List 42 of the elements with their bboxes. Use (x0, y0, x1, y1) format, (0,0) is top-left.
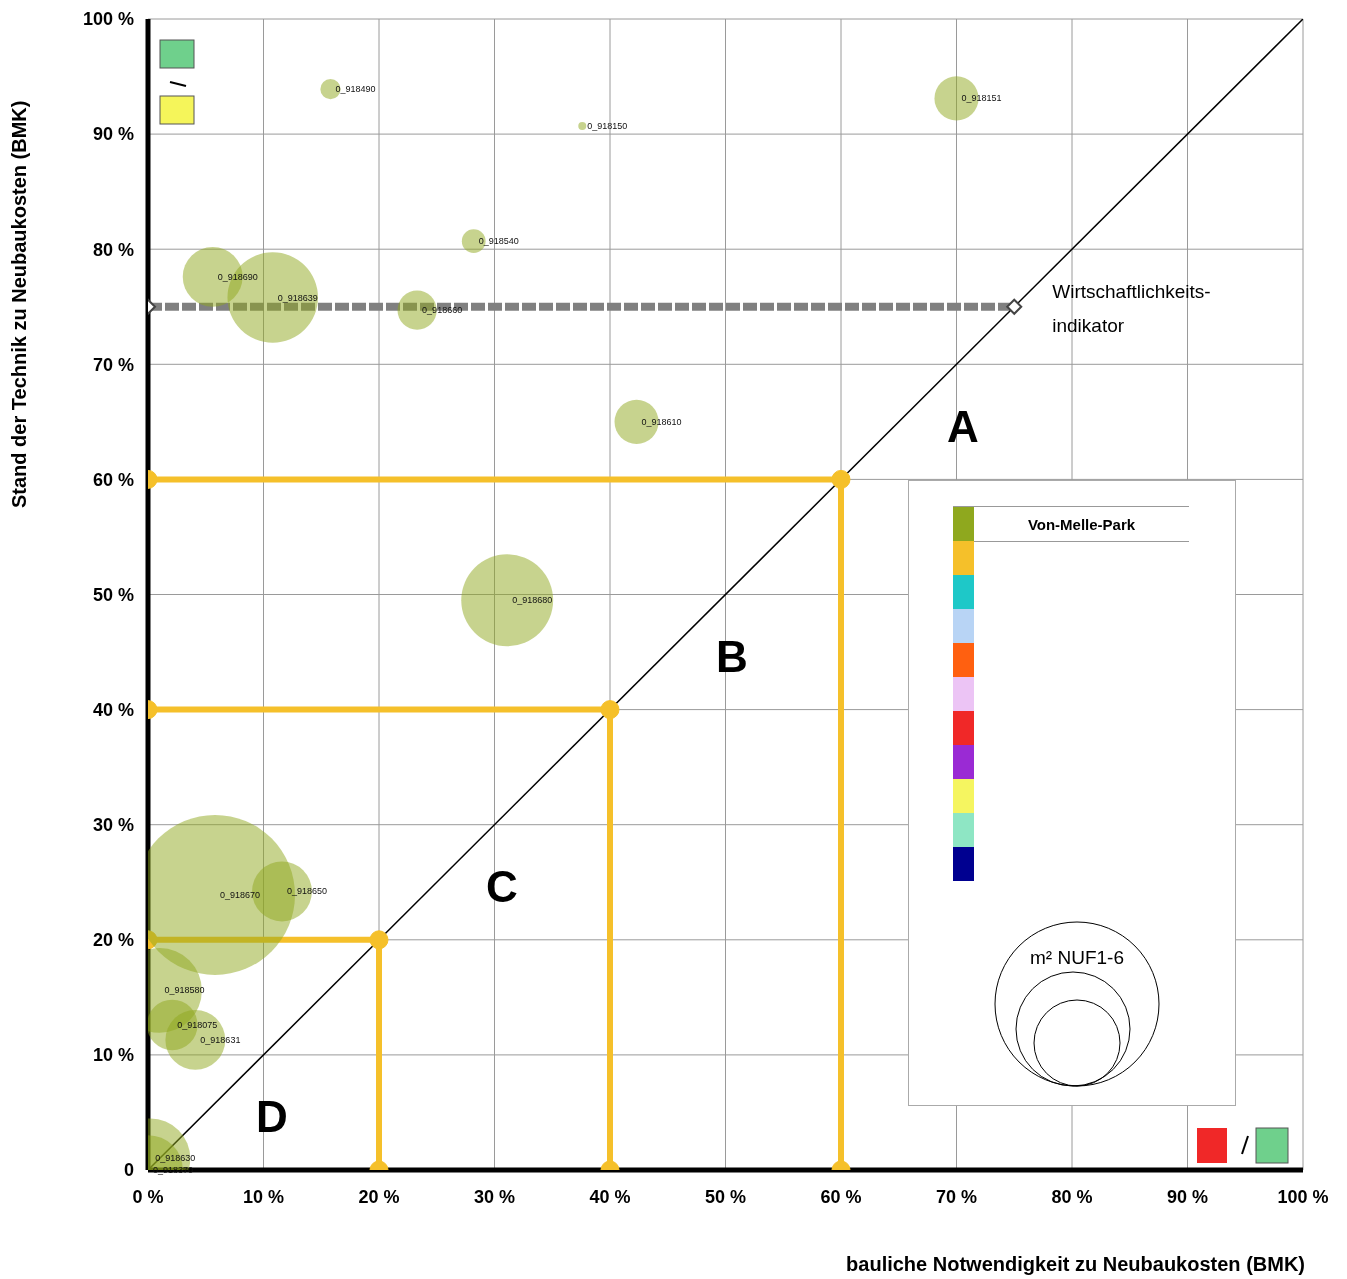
y-tick-label: 10 % (92, 1045, 134, 1066)
x-tick-label: 20 % (358, 1186, 400, 1207)
series-label: Wirtschaftlichkeits-indikator (1052, 280, 1211, 336)
annotation: m² NUF1-6 (1029, 947, 1125, 969)
x-axis-title: bauliche Notwendigkeit zu Neubaukosten (BMK) (846, 1253, 1305, 1276)
data-label: 0_918150 (587, 121, 628, 132)
x-tick-label: 90 % (1166, 1186, 1209, 1207)
x-tick-label: 50 % (704, 1186, 747, 1207)
y-tick-label: 80 % (92, 239, 134, 260)
x-tick-label: 40 % (589, 1186, 631, 1207)
data-label: 0_918670 (219, 889, 261, 900)
x-tick-label: 30 % (473, 1186, 516, 1207)
y-tick-label: 0 (123, 1160, 134, 1181)
annotation: D (256, 1092, 288, 1141)
data-label: 0_918680 (512, 595, 553, 606)
y-tick-label: 100 % (82, 9, 134, 30)
data-label: 0_918151 (961, 93, 1002, 104)
x-tick-label: 60 % (820, 1186, 862, 1207)
x-tick-label: 80 % (1051, 1186, 1093, 1207)
y-tick-label: 40 % (92, 699, 134, 720)
x-tick-label: 100 % (1277, 1186, 1329, 1207)
x-tick-label: 70 % (935, 1186, 978, 1207)
y-tick-label: 70 % (92, 354, 134, 375)
data-label: 0_918610 (641, 416, 682, 427)
data-label: 0_918370 (153, 1165, 194, 1175)
annotation: C (486, 862, 518, 911)
legend-panel: Von-Melle-Park m² NUF1-6 (908, 480, 1236, 1106)
data-label: 0_918690 (217, 271, 258, 282)
x-tick-label: 0 % (132, 1186, 164, 1207)
annotation: A (947, 402, 979, 451)
y-tick-label: 30 % (92, 815, 134, 836)
y-axis-title: Stand der Technik zu Neubaukosten (BMK) (8, 99, 31, 508)
data-label: 0_918639 (277, 292, 318, 303)
data-label: 0_918490 (335, 84, 376, 95)
annotation: B (716, 632, 748, 681)
y-tick-label: 90 % (92, 124, 134, 145)
data-label: 0_918075 (177, 1019, 218, 1030)
data-label: 0_918540 (478, 236, 519, 247)
x-tick-label: 10 % (242, 1186, 285, 1207)
y-tick-label: 50 % (92, 584, 134, 605)
y-tick-label: 20 % (92, 930, 134, 951)
y-tick-label: 60 % (92, 469, 134, 490)
